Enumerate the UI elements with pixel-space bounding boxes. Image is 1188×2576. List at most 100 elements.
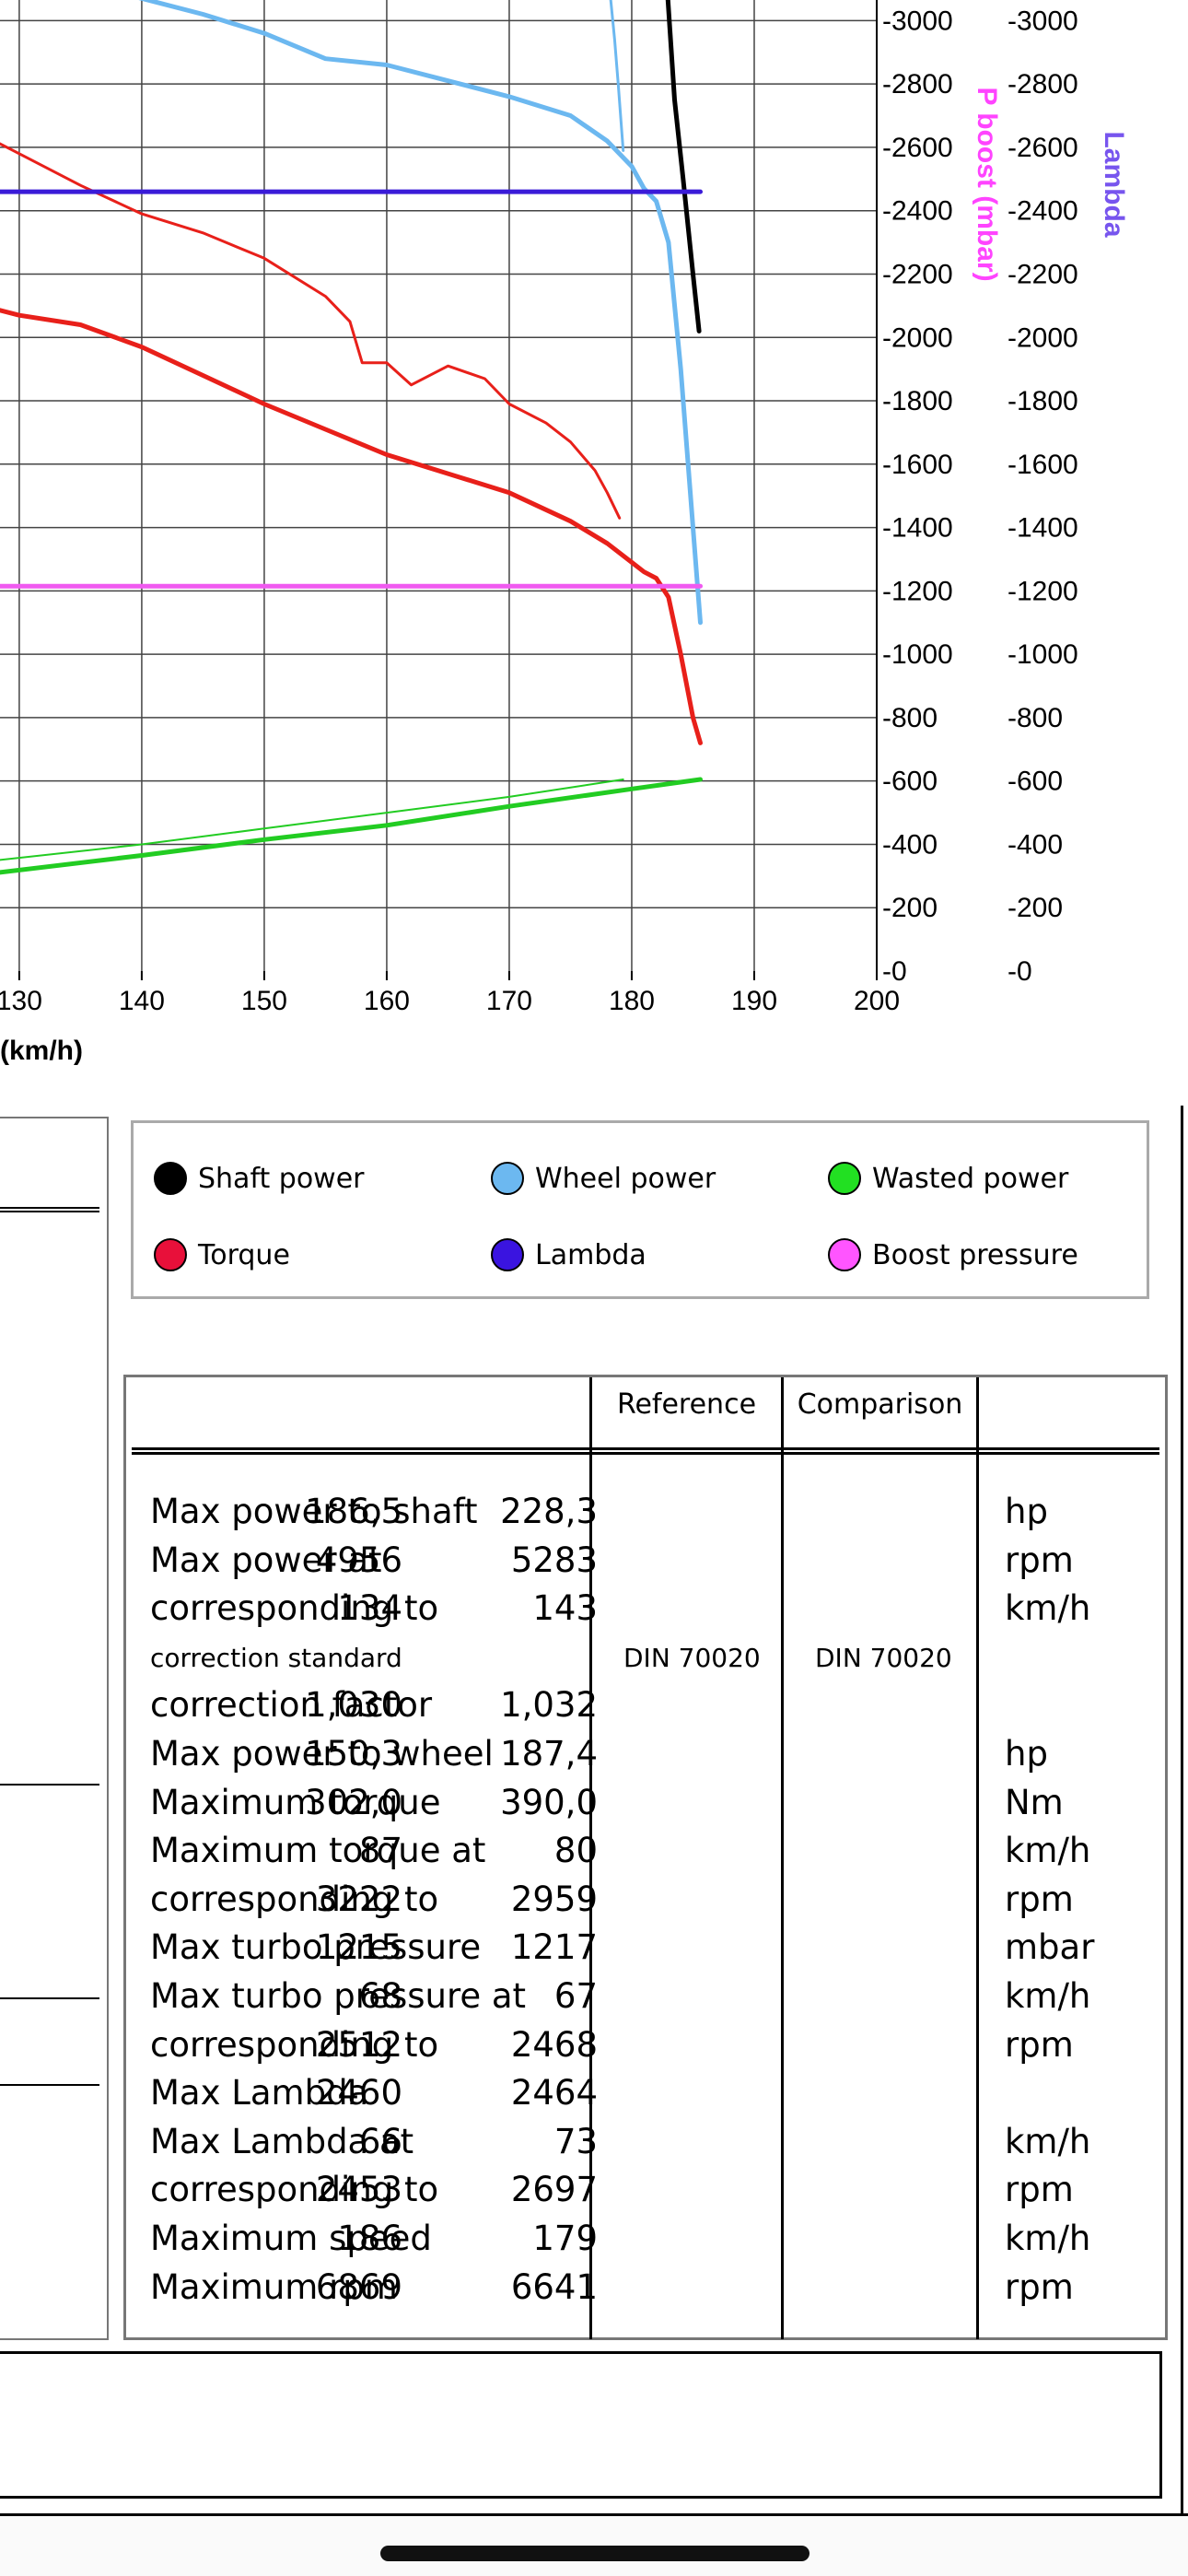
table-row: corresponding to 2512 2468 rpm bbox=[126, 2025, 1165, 2074]
lambda-tick-label: -1800 bbox=[1007, 386, 1078, 416]
comparison-value: 1,032 bbox=[500, 1685, 598, 1726]
row-unit: Nm bbox=[1005, 1782, 1064, 1822]
legend-item-wasted-power: Wasted power bbox=[828, 1158, 1068, 1199]
row-unit: rpm bbox=[1005, 2170, 1074, 2210]
legend-label: Boost pressure bbox=[872, 1238, 1078, 1271]
table-row: correction factor 1,030 1,032 bbox=[126, 1685, 1165, 1734]
row-unit: km/h bbox=[1005, 1976, 1091, 2016]
comparison-value: 1217 bbox=[510, 1927, 598, 1968]
row-unit: km/h bbox=[1005, 2219, 1091, 2258]
legend-swatch bbox=[154, 1162, 187, 1195]
table-row: Maximum torque at 87 80 km/h bbox=[126, 1831, 1165, 1879]
row-unit: mbar bbox=[1005, 1927, 1095, 1968]
home-indicator[interactable] bbox=[380, 2546, 809, 2561]
chart-series bbox=[0, 0, 703, 875]
boost-tick-label: -2400 bbox=[882, 196, 953, 227]
header-divider bbox=[132, 1447, 1159, 1455]
x-tick-label: 190 bbox=[731, 986, 777, 1016]
lambda-tick-label: -800 bbox=[1007, 703, 1063, 733]
row-unit: rpm bbox=[1005, 1879, 1074, 1919]
row-label: Max Lambda bbox=[150, 2073, 369, 2113]
row-unit: km/h bbox=[1005, 1831, 1091, 1871]
legend-swatch bbox=[154, 1238, 187, 1271]
page-border bbox=[1181, 1106, 1183, 2516]
table-column-divider bbox=[589, 1377, 592, 2339]
legend-swatch bbox=[828, 1238, 861, 1271]
lambda-tick-label: -2800 bbox=[1007, 69, 1078, 100]
boost-tick-label: -2600 bbox=[882, 133, 953, 163]
reference-value: 6869 bbox=[315, 2266, 402, 2307]
left-panel bbox=[0, 1117, 109, 2340]
left-panel-divider bbox=[0, 2084, 99, 2086]
legend-label: Wasted power bbox=[872, 1162, 1069, 1195]
comparison-value: 2468 bbox=[510, 2024, 598, 2065]
boost-tick-label: -800 bbox=[882, 703, 938, 733]
lambda-tick-label: -2000 bbox=[1007, 322, 1078, 353]
notes-box bbox=[0, 2351, 1162, 2499]
reference-value: 66 bbox=[358, 2121, 402, 2161]
row-unit: km/h bbox=[1005, 1588, 1091, 1629]
row-unit: km/h bbox=[1005, 2121, 1091, 2161]
wasted-power-line bbox=[0, 777, 703, 875]
reference-value: 68 bbox=[358, 1976, 402, 2016]
boost-tick-label: -400 bbox=[882, 829, 938, 860]
page-border bbox=[0, 2513, 1188, 2516]
table-column-divider bbox=[781, 1377, 784, 2339]
legend-item-boost-pressure: Boost pressure bbox=[828, 1235, 1078, 1275]
comparison-value: 228,3 bbox=[500, 1492, 598, 1531]
legend-item-shaft-power: Shaft power bbox=[154, 1158, 365, 1199]
row-unit: rpm bbox=[1005, 1540, 1074, 1580]
boost-tick-label: -3000 bbox=[882, 6, 953, 36]
results-table: Reference Comparison Max power to shaft 1… bbox=[123, 1375, 1168, 2340]
series-line bbox=[0, 142, 622, 520]
comparison-value: 2697 bbox=[510, 2170, 598, 2210]
boost-tick-label: -600 bbox=[882, 767, 938, 797]
lambda-tick-label: -2400 bbox=[1007, 196, 1078, 227]
row-label: Max turbo pressure at bbox=[150, 1976, 527, 2016]
x-tick-label: 160 bbox=[364, 986, 410, 1016]
series-line bbox=[138, 0, 703, 626]
lambda-tick-label: -1400 bbox=[1007, 513, 1078, 544]
row-label: Maximum rpm bbox=[150, 2266, 398, 2307]
comparison-value: 179 bbox=[532, 2219, 598, 2258]
row-label: correction factor bbox=[150, 1685, 433, 1726]
reference-value: 2453 bbox=[315, 2170, 402, 2210]
left-panel-divider bbox=[0, 1207, 99, 1212]
chart-axes: 130 140 150 160 170 180 190 200-0 -0-200 -200-400… bbox=[0, 0, 1078, 1016]
row-unit: rpm bbox=[1005, 2266, 1074, 2307]
legend-label: Lambda bbox=[535, 1238, 646, 1271]
lambda-tick-label: -3000 bbox=[1007, 6, 1078, 36]
x-tick-label: 180 bbox=[609, 986, 655, 1016]
power-chart: 130 140 150 160 170 180 190 200-0 -0-200 -200-400… bbox=[0, 0, 1129, 1066]
row-label: correction standard bbox=[150, 1642, 402, 1673]
reference-value: 4956 bbox=[315, 1540, 402, 1580]
comparison-value: 80 bbox=[553, 1831, 598, 1871]
lambda-tick-label: -1200 bbox=[1007, 576, 1078, 606]
table-row: Maximum rpm 6869 6641 rpm bbox=[126, 2267, 1165, 2316]
table-row: Max Lambda 2460 2464 bbox=[126, 2073, 1165, 2122]
row-label: Max power to shaft bbox=[150, 1492, 478, 1531]
comparison-value: 5283 bbox=[510, 1540, 598, 1580]
table-row: Max turbo pressure 1215 1217 mbar bbox=[126, 1927, 1165, 1976]
left-panel-divider bbox=[0, 1784, 99, 1786]
reference-value: 2512 bbox=[315, 2024, 402, 2065]
comparison-value: 187,4 bbox=[500, 1734, 598, 1774]
row-unit: hp bbox=[1005, 1734, 1048, 1774]
comparison-value: 390,0 bbox=[500, 1782, 598, 1822]
row-label: Max turbo pressure bbox=[150, 1927, 482, 1968]
comparison-value: 73 bbox=[553, 2121, 598, 2161]
legend-item-torque: Torque bbox=[154, 1235, 290, 1275]
boost-tick-label: -1000 bbox=[882, 639, 953, 670]
table-row: correction standard DIN 70020 DIN 70020 bbox=[126, 1637, 1165, 1686]
table-row: Max power to shaft 186,5 228,3 hp bbox=[126, 1492, 1165, 1540]
legend-label: Shaft power bbox=[198, 1162, 365, 1195]
comparison-value: 67 bbox=[553, 1976, 598, 2016]
boost-tick-label: -1200 bbox=[882, 576, 953, 606]
comparison-value: 6641 bbox=[510, 2266, 598, 2307]
row-label: Maximum torque at bbox=[150, 1831, 486, 1871]
x-tick-label: 170 bbox=[486, 986, 532, 1016]
table-row: corresponding to 134 143 km/h bbox=[126, 1588, 1165, 1637]
chart-grid bbox=[0, 0, 877, 971]
boost-axis-title: P boost (mbar) bbox=[972, 87, 1002, 281]
lambda-tick-label: -200 bbox=[1007, 893, 1063, 923]
